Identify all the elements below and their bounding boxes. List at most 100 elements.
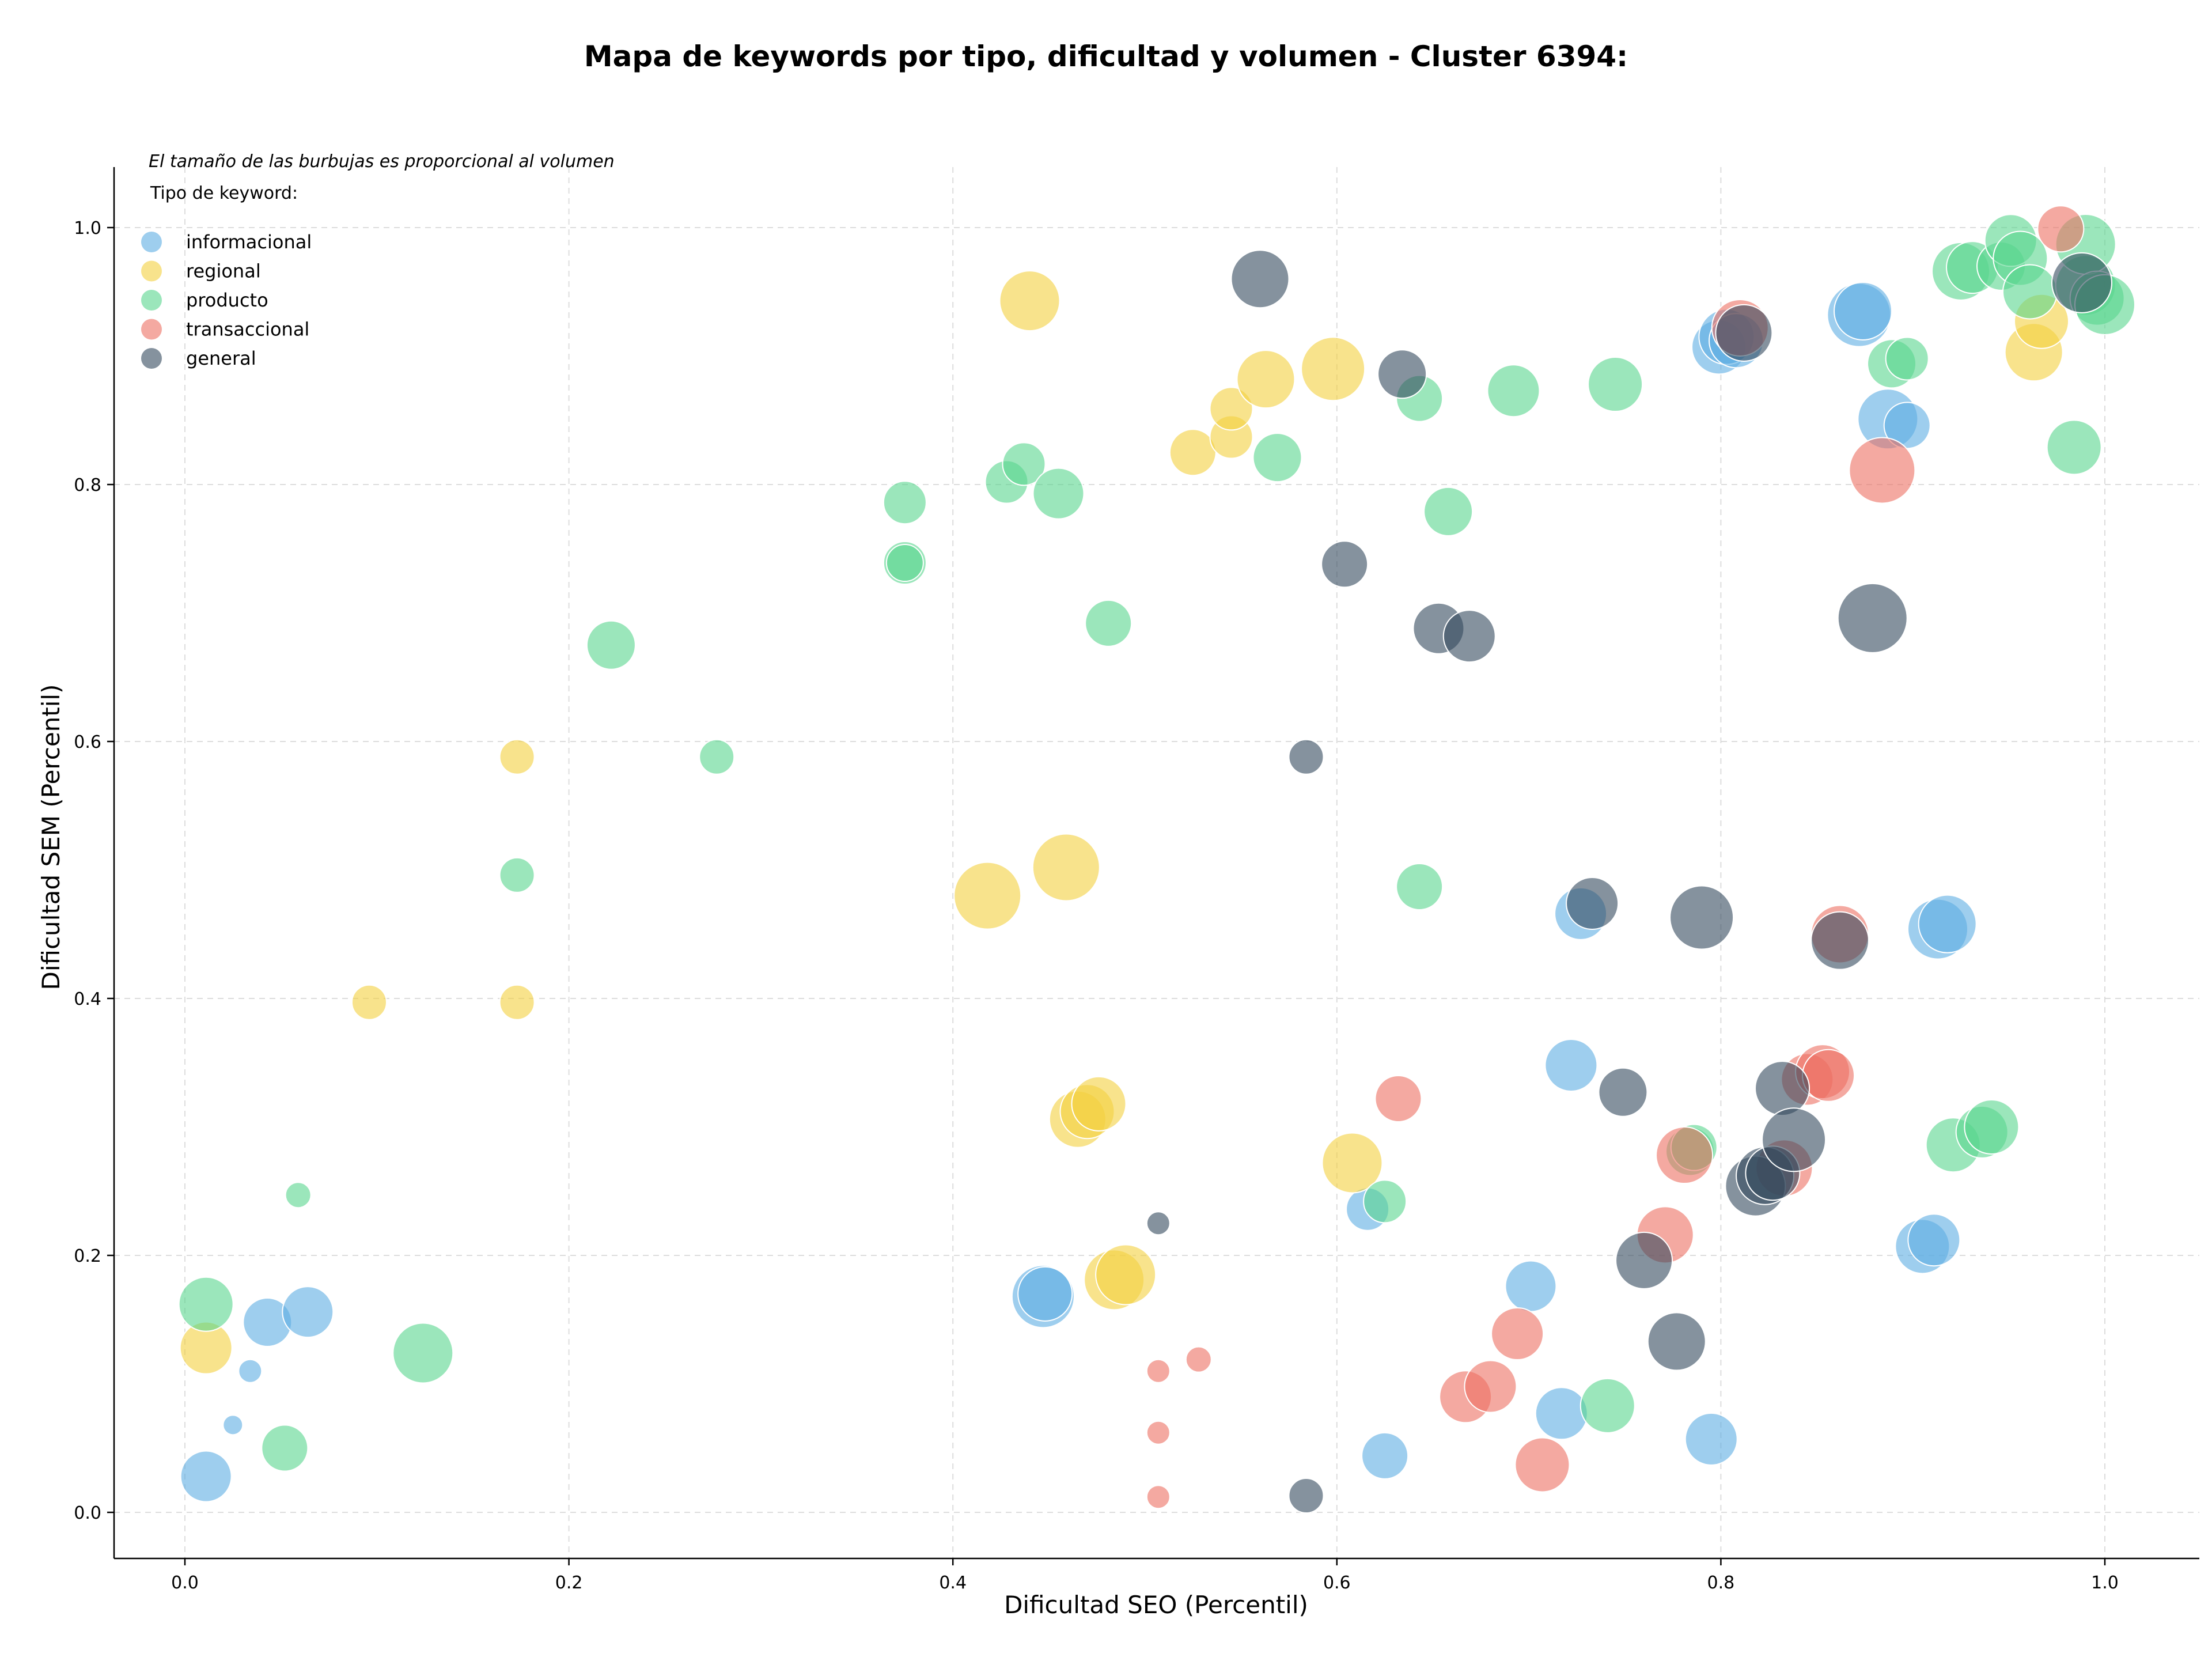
bubble-regional	[1032, 833, 1100, 902]
legend-marker-transaccional	[141, 319, 162, 340]
bubble-size-note: El tamaño de las burbujas es proporciona…	[149, 152, 615, 172]
bubble-producto	[586, 620, 636, 670]
bubble-informacional	[1361, 1432, 1409, 1480]
bubble-regional	[1095, 1244, 1157, 1306]
bubble-transaccional	[1491, 1307, 1544, 1361]
bubble-producto	[1487, 364, 1540, 418]
x-axis-label: Dificultad SEO (Percentil)	[1004, 1591, 1308, 1619]
bubble-general	[1669, 885, 1734, 950]
bubble-producto	[885, 544, 924, 582]
y-tick-label: 0.8	[74, 475, 101, 495]
bubble-informacional	[282, 1286, 334, 1338]
bubble-producto	[1002, 442, 1046, 486]
legend: informacional regional producto transaccion…	[141, 231, 312, 369]
legend-title: Tipo de keyword:	[150, 183, 298, 203]
legend-marker-general	[141, 348, 162, 369]
bubble-informacional	[1684, 1412, 1738, 1466]
bubble-producto	[1085, 599, 1132, 647]
legend-label-regional: regional	[186, 260, 261, 282]
bubble-informacional	[1017, 1266, 1073, 1322]
bubble-producto	[2002, 264, 2058, 320]
bubble-transaccional	[1146, 1420, 1171, 1445]
legend-label-producto: producto	[186, 289, 268, 311]
bubble-general	[1442, 610, 1496, 663]
y-tick-label: 0.4	[74, 989, 101, 1009]
bubble-producto	[699, 739, 735, 775]
bubble-regional	[999, 270, 1060, 332]
bubble-producto	[1363, 1179, 1407, 1224]
bubble-general	[1647, 1312, 1706, 1371]
bubble-general	[1377, 349, 1427, 399]
x-tick-label: 0.8	[1707, 1573, 1735, 1593]
bubble-transaccional	[1802, 1049, 1855, 1102]
bubble-transaccional	[2037, 205, 2085, 253]
axes: 0.0 0.0 0.2 0.2 0.4 0.4 0.6 0.6 0.8 0.8 1.0 1.0	[74, 167, 2199, 1593]
bubble-producto	[1588, 357, 1643, 413]
bubble-producto	[261, 1424, 309, 1472]
x-tick-label: 1.0	[2091, 1573, 2119, 1593]
bubble-producto	[2046, 419, 2102, 475]
bubble-producto	[1032, 467, 1085, 520]
bubble-general	[1837, 582, 1908, 653]
bubble-transaccional	[1146, 1359, 1171, 1383]
bubble-regional	[1321, 1132, 1383, 1194]
bubble-regional	[1169, 429, 1217, 476]
bubble-regional	[1301, 336, 1366, 402]
bubble-general	[1615, 1231, 1673, 1289]
bubble-producto	[499, 857, 535, 893]
y-tick-label: 0.2	[74, 1246, 101, 1266]
bubble-regional	[1071, 1076, 1127, 1132]
bubble-general	[1755, 1061, 1810, 1117]
y-axis-label: Dificultad SEM (Percentil)	[37, 684, 65, 990]
x-tick-label: 0.2	[555, 1573, 583, 1593]
legend-label-general: general	[186, 347, 256, 369]
legend-marker-regional	[141, 260, 162, 282]
bubble-producto	[1396, 862, 1444, 910]
bubble-general	[1230, 249, 1290, 309]
bubble-regional	[351, 984, 387, 1020]
bubble-transaccional	[1464, 1360, 1517, 1413]
y-tick-label: 0.6	[74, 732, 101, 752]
bubble-general	[1288, 1478, 1324, 1514]
bubble-producto	[882, 480, 927, 525]
bubble-producto	[178, 1276, 234, 1332]
legend-marker-producto	[141, 290, 162, 311]
bubble-regional	[1209, 387, 1253, 431]
bubble-informacional	[1834, 281, 1893, 340]
x-tick-label: 0.0	[171, 1573, 199, 1593]
x-tick-label: 0.6	[1323, 1573, 1351, 1593]
bubble-transaccional	[1656, 1126, 1714, 1185]
x-tick-label: 0.4	[939, 1573, 967, 1593]
bubble-producto	[285, 1182, 312, 1209]
legend-label-informacional: informacional	[186, 231, 312, 253]
legend-marker-informacional	[141, 232, 162, 252]
bubble-general	[1762, 1107, 1827, 1172]
bubble-regional	[1236, 350, 1296, 409]
bubble-producto	[1423, 486, 1474, 536]
bubble-regional	[499, 984, 535, 1020]
bubble-general	[1810, 911, 1870, 970]
bubble-regional	[953, 861, 1022, 930]
bubble-general	[2051, 252, 2113, 313]
y-tick-label: 1.0	[74, 218, 101, 239]
y-tick-label: 0.0	[74, 1503, 101, 1523]
bubbles	[178, 205, 2135, 1514]
bubble-transaccional	[1185, 1346, 1212, 1373]
bubble-producto	[1252, 433, 1302, 483]
bubble-general	[1321, 540, 1369, 588]
bubble-general	[1598, 1067, 1648, 1117]
bubble-informacional	[238, 1359, 263, 1383]
grid	[114, 167, 2199, 1558]
bubble-informacional	[180, 1450, 232, 1503]
bubble-producto	[1580, 1378, 1635, 1433]
bubble-producto	[1885, 336, 1929, 381]
bubble-transaccional	[1374, 1074, 1422, 1122]
bubble-transaccional	[1146, 1485, 1171, 1509]
bubble-general	[1146, 1211, 1171, 1236]
bubble-informacional	[1505, 1260, 1557, 1312]
bubble-transaccional	[1849, 437, 1916, 504]
bubble-regional	[499, 739, 535, 775]
bubble-informacional	[1918, 894, 1977, 954]
bubble-general	[1288, 739, 1324, 775]
